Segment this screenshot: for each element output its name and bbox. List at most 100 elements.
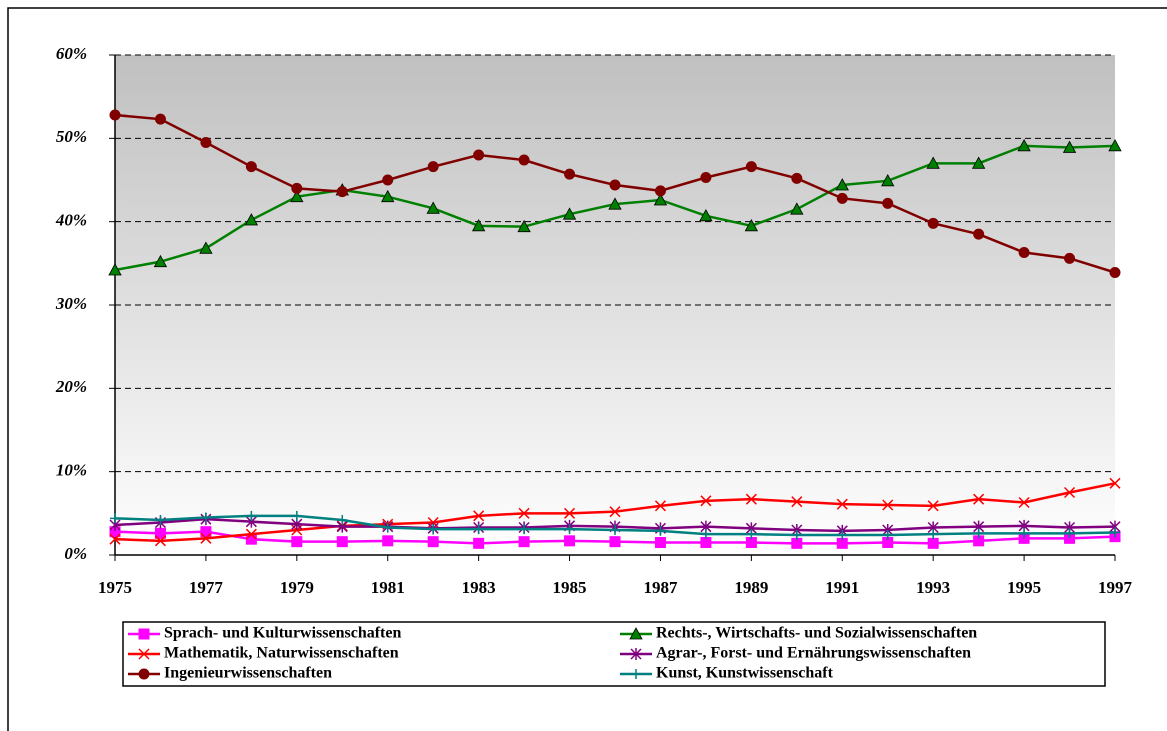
marker <box>382 522 393 533</box>
x-tick-label: 1983 <box>462 578 496 597</box>
marker <box>882 499 894 511</box>
marker <box>609 506 621 518</box>
y-tick-label: 30% <box>55 294 87 313</box>
marker <box>971 156 986 169</box>
marker <box>927 217 939 229</box>
marker <box>290 189 304 203</box>
marker <box>791 530 802 540</box>
marker <box>654 185 666 197</box>
marker <box>428 524 439 535</box>
x-tick-label: 1987 <box>643 578 678 597</box>
marker <box>699 208 713 222</box>
marker <box>700 495 712 507</box>
x-tick-label: 1993 <box>916 578 950 597</box>
marker <box>564 507 576 519</box>
marker <box>744 218 759 232</box>
marker <box>110 513 120 524</box>
legend-marker <box>138 628 150 640</box>
marker <box>382 535 394 547</box>
x-tick-label: 1985 <box>553 578 587 597</box>
marker <box>336 186 348 198</box>
marker <box>200 512 211 523</box>
marker <box>382 174 394 186</box>
legend-label: Ingenieurwissenschaften <box>164 665 332 682</box>
legend-marker <box>629 627 643 640</box>
marker <box>973 528 984 539</box>
marker <box>291 510 302 521</box>
marker <box>153 254 168 268</box>
marker <box>836 192 848 204</box>
marker <box>337 515 348 525</box>
marker <box>291 182 303 194</box>
marker <box>427 161 439 173</box>
marker <box>610 525 620 535</box>
marker <box>927 537 939 549</box>
marker <box>927 500 939 512</box>
marker <box>1064 528 1075 539</box>
marker <box>654 537 666 548</box>
y-tick-label: 60% <box>56 44 87 63</box>
marker <box>700 529 711 540</box>
marker <box>473 149 485 161</box>
marker <box>473 510 485 522</box>
marker <box>746 529 757 540</box>
x-tick-label: 1981 <box>371 578 405 597</box>
marker <box>1018 496 1030 509</box>
legend-label: Sprach- und Kulturwissenschaften <box>164 625 401 642</box>
marker <box>154 535 166 547</box>
marker <box>109 533 121 545</box>
marker <box>700 172 712 183</box>
marker <box>653 193 668 206</box>
x-tick-label: 1991 <box>825 578 859 597</box>
marker <box>473 524 484 535</box>
legend-marker <box>631 669 641 679</box>
marker <box>1017 138 1031 152</box>
marker <box>790 202 804 215</box>
legend-label: Agrar-, Forst- und Ernährungswissenschaf… <box>656 645 971 662</box>
marker <box>745 493 757 505</box>
marker <box>608 197 622 210</box>
legend-label: Rechts-, Wirtschafts- und Sozialwissensc… <box>656 625 977 642</box>
marker <box>246 510 257 521</box>
marker <box>928 529 939 540</box>
marker <box>473 537 485 549</box>
marker <box>518 536 530 548</box>
marker <box>155 515 166 525</box>
marker <box>109 109 121 121</box>
marker <box>1109 267 1121 278</box>
marker <box>427 536 439 548</box>
marker <box>1018 247 1030 258</box>
marker <box>200 137 212 148</box>
marker <box>745 161 757 173</box>
marker <box>835 178 849 191</box>
legend-marker <box>138 648 150 660</box>
marker <box>519 524 530 535</box>
marker <box>881 173 895 187</box>
marker <box>609 536 621 548</box>
y-tick-label: 40% <box>55 211 87 230</box>
marker <box>199 241 213 254</box>
legend-label: Mathematik, Naturwissenschaften <box>164 645 399 662</box>
x-tick-label: 1979 <box>280 578 314 597</box>
marker <box>836 498 848 510</box>
marker <box>154 113 166 125</box>
marker <box>973 493 985 505</box>
marker <box>381 189 395 203</box>
x-tick-label: 1989 <box>734 578 768 597</box>
marker <box>882 530 893 540</box>
marker <box>1064 252 1076 264</box>
marker <box>518 154 530 166</box>
marker <box>471 218 486 232</box>
marker <box>564 535 576 547</box>
marker <box>791 496 803 508</box>
legend-box <box>122 621 1106 687</box>
marker <box>245 161 257 173</box>
marker <box>1062 140 1077 153</box>
x-tick-label: 1977 <box>189 578 224 597</box>
marker <box>291 536 303 548</box>
legend-marker <box>630 648 642 660</box>
y-tick-label: 50% <box>56 127 87 146</box>
marker <box>1108 138 1122 152</box>
x-tick-label: 1995 <box>1007 578 1041 597</box>
marker <box>426 201 440 214</box>
